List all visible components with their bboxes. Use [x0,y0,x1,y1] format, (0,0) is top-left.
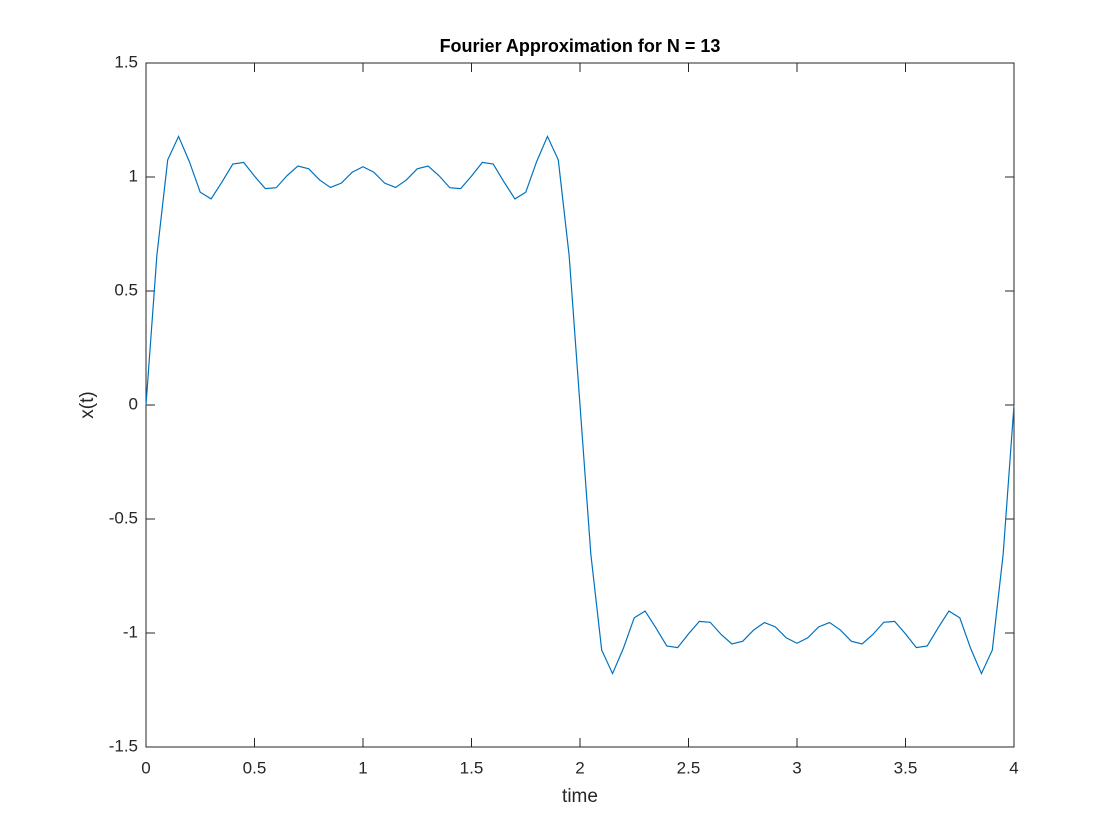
x-tick-label: 4 [1009,758,1018,777]
x-tick-label: 0 [141,758,150,777]
x-tick-label: 2 [575,758,584,777]
x-tick-label: 1.5 [460,758,484,777]
y-tick-label: 1.5 [114,52,138,71]
y-tick-label: 0 [129,394,138,413]
y-tick-label: 1 [129,166,138,185]
y-tick-label: -1 [123,622,138,641]
y-axis-label: x(t) [77,391,98,418]
y-tick-label: -0.5 [109,508,138,527]
line-series [145,134,1015,676]
x-tick-label: 2.5 [677,758,701,777]
y-tick-label: -1.5 [109,736,138,755]
x-tick-label: 3.5 [894,758,918,777]
x-tick-label: 0.5 [243,758,267,777]
chart-title: Fourier Approximation for N = 13 [440,36,721,56]
x-tick-label: 1 [358,758,367,777]
x-tick-label: 3 [792,758,801,777]
y-tick-label: 0.5 [114,280,138,299]
x-axis-label: time [562,786,598,807]
